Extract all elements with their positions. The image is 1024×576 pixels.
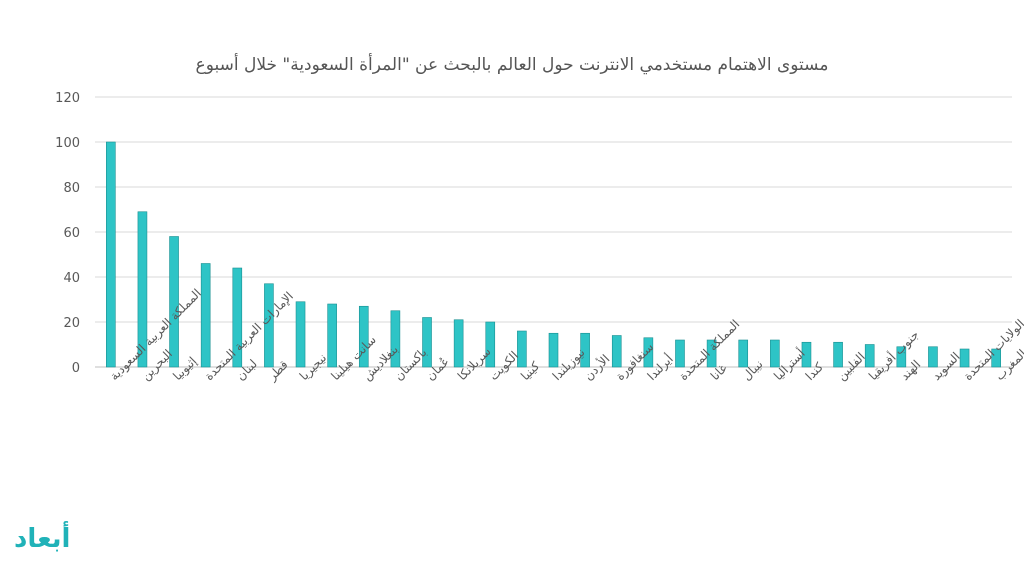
bar	[928, 346, 938, 368]
bar	[422, 317, 432, 368]
bar	[232, 267, 243, 368]
y-tick-label: 100	[55, 136, 80, 151]
bar	[169, 236, 179, 368]
bar	[643, 337, 654, 368]
bar	[548, 332, 559, 368]
bar	[295, 301, 306, 368]
bar	[517, 330, 527, 368]
y-tick-label: 0	[72, 361, 80, 376]
bar	[485, 321, 496, 368]
y-tick-label: 60	[63, 226, 80, 241]
y-tick-label: 20	[63, 316, 80, 331]
bar	[611, 335, 622, 368]
y-tick-label: 80	[63, 181, 80, 196]
bar	[959, 348, 970, 368]
bar	[453, 319, 464, 368]
bar	[106, 141, 116, 368]
bar	[137, 211, 148, 368]
y-tick-label: 40	[63, 271, 80, 286]
y-tick-label: 120	[55, 91, 80, 106]
bar	[390, 310, 401, 368]
chart-title: مستوى الاهتمام مستخدمي الانترنت حول العا…	[195, 55, 829, 75]
bar	[580, 332, 590, 368]
bar	[801, 341, 812, 368]
bar	[706, 339, 717, 368]
bar	[864, 344, 875, 368]
brand-logo: أبعاد	[14, 524, 71, 554]
bar	[675, 339, 685, 368]
bar	[991, 348, 1001, 368]
bar	[358, 305, 369, 368]
bars	[106, 141, 1001, 368]
bar	[770, 339, 780, 368]
bar	[264, 283, 274, 368]
bar	[738, 339, 749, 368]
y-axis-ticks: 0 20 40 60 80 100 120	[55, 91, 80, 376]
bar	[200, 263, 211, 368]
bar	[833, 341, 843, 368]
bar	[896, 346, 907, 368]
bar	[327, 303, 337, 368]
